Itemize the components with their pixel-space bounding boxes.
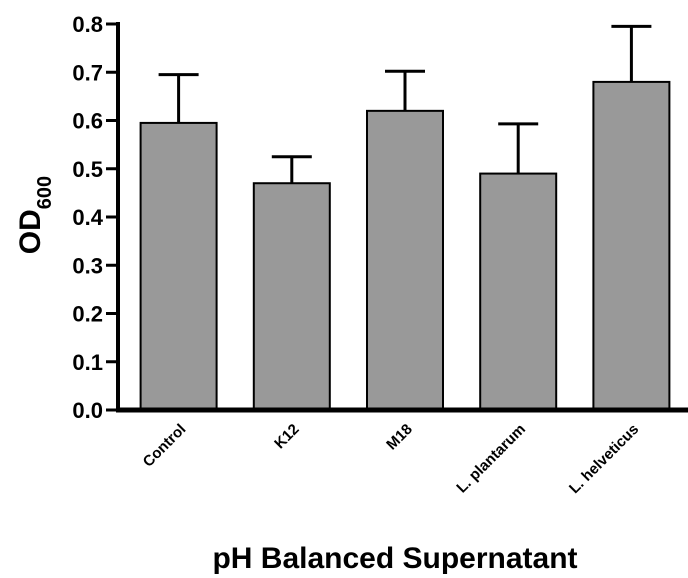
y-tick-label: 0.7: [72, 60, 103, 85]
x-tick-label: L. helveticus: [566, 421, 642, 497]
y-tick-label: 0.0: [72, 398, 103, 423]
y-axis-label: OD: [14, 209, 47, 254]
bar: [479, 172, 558, 411]
y-tick-label: 0.1: [72, 350, 103, 375]
y-axis-title: OD600: [14, 176, 56, 254]
y-tick-label: 0.6: [72, 109, 103, 134]
bar: [366, 109, 444, 411]
y-tick-label: 0.2: [72, 302, 103, 327]
bar: [592, 80, 671, 412]
y-tick-label: 0.8: [72, 12, 103, 37]
y-tick-label: 0.5: [72, 157, 103, 182]
x-axis-title: pH Balanced Supernatant: [212, 542, 577, 575]
x-tick-label: L. plantarum: [453, 421, 529, 497]
bar: [252, 182, 331, 411]
x-tick-label: Control: [140, 421, 190, 471]
x-tick-label: M18: [383, 421, 416, 454]
bar: [139, 121, 218, 411]
x-tick-label: K12: [271, 421, 302, 452]
y-tick-label: 0.3: [72, 253, 103, 278]
y-tick-label: 0.4: [72, 205, 103, 230]
y-axis-label-subscript: 600: [34, 176, 56, 209]
